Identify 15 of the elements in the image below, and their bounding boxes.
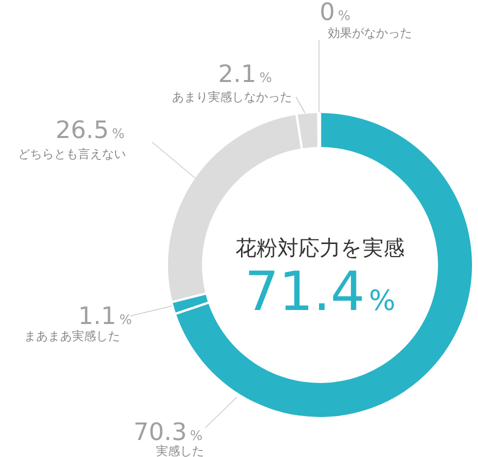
data-label: 26.5% <box>56 116 124 144</box>
data-label: 1.1% <box>78 302 132 330</box>
text: 花粉対応力を実感 <box>236 236 404 260</box>
data-label: 2.1% <box>218 60 272 88</box>
slice-label: 実感した <box>156 444 204 457</box>
data-label: 70.3% <box>134 418 202 446</box>
donut-slice <box>298 113 318 148</box>
donut-slice <box>172 294 208 313</box>
slice-label: あまり実感しなかった <box>172 90 292 104</box>
slice-label: まあまあ実感した <box>24 329 120 343</box>
category-label: 効果がなかった <box>328 26 412 40</box>
slice-label: どちらとも言えない <box>18 147 126 161</box>
text: 0% <box>320 0 350 26</box>
text: 71.4% <box>244 260 396 323</box>
donut-slice <box>176 113 472 417</box>
